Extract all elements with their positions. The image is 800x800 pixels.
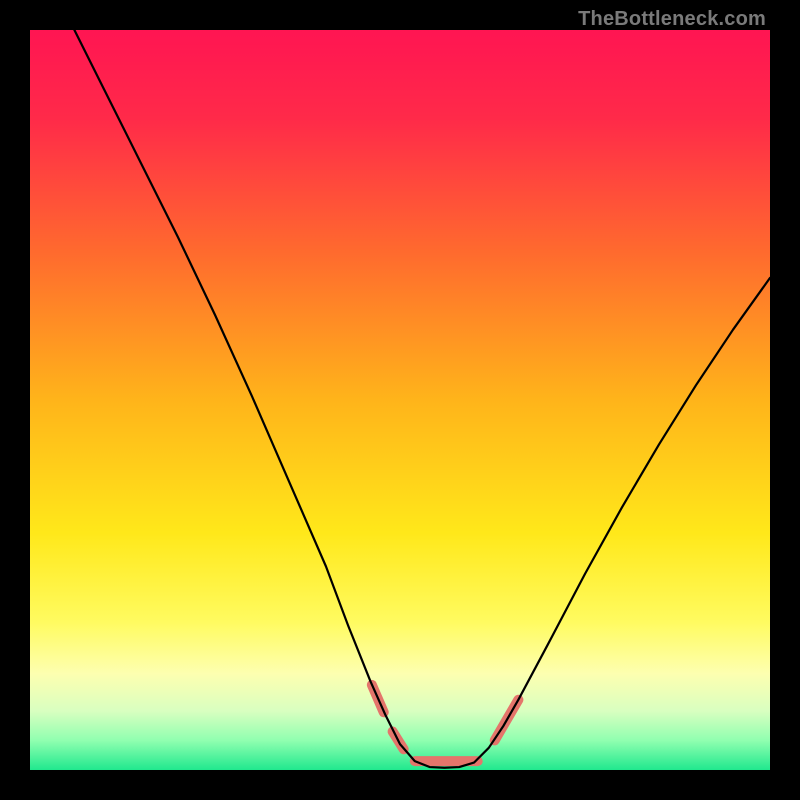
bottleneck-curve [74, 30, 770, 768]
attribution-text: TheBottleneck.com [578, 8, 766, 31]
chart-container: { "attribution": { "text": "TheBottlenec… [0, 0, 800, 800]
curve-layer [30, 30, 770, 770]
highlight-segments [372, 685, 519, 761]
plot-area [30, 30, 770, 770]
